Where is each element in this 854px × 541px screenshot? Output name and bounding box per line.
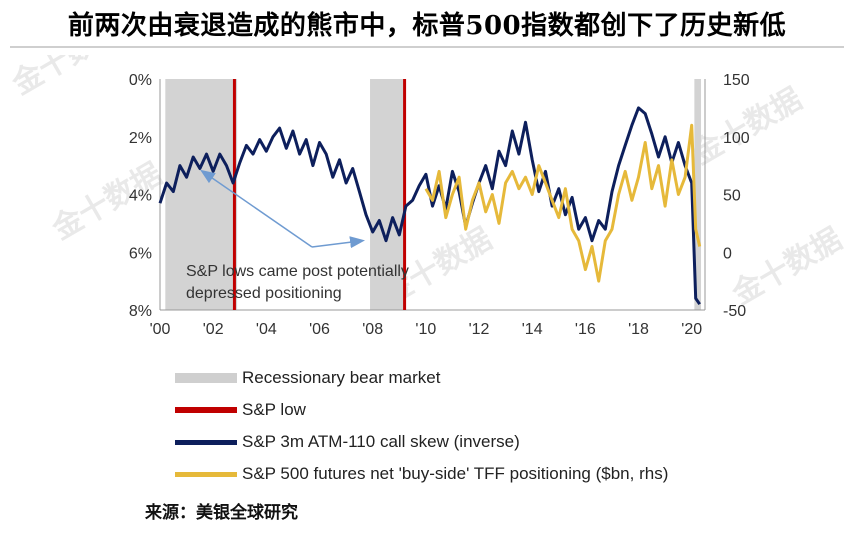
legend-label: S&P 500 futures net 'buy-side' TFF posit… [242, 464, 669, 483]
watermark-text: 金十数据 [726, 222, 848, 313]
annotation: S&P lows came post potentially depressed … [186, 169, 409, 302]
annotation-text: S&P lows came post potentially [186, 263, 409, 280]
y-left-tick-label: 6% [129, 245, 152, 262]
sp-low-lines [232, 79, 407, 310]
legend-item-recession: Recessionary bear market [175, 368, 440, 388]
legend-label: Recessionary bear market [242, 368, 441, 387]
recession-band [370, 79, 405, 310]
y-left-tick-label: 4% [129, 188, 152, 205]
y-left-tick-label: 0% [129, 72, 152, 89]
annotation-arrow [200, 169, 313, 248]
x-tick-label: '20 [681, 321, 702, 338]
tick-labels: '00 '02 '04 '06 '08 '10 '12 '14 '16 '18 '20 0% 2% 4% 6… [129, 72, 750, 338]
legend-label: S&P 3m ATM-110 call skew (inverse) [242, 432, 520, 451]
legend-item-sp-low: S&P low [175, 400, 306, 420]
x-tick-label: '08 [362, 321, 383, 338]
annotation-text: depressed positioning [186, 285, 342, 302]
series-lines [158, 106, 702, 306]
x-tick-label: '10 [415, 321, 436, 338]
x-tick-label: '06 [309, 321, 330, 338]
x-tick-label: '00 [150, 321, 171, 338]
plot-frame [159, 79, 706, 311]
legend-swatch-navy-line [175, 439, 237, 445]
recession-band [165, 79, 238, 310]
x-tick-label: '12 [469, 321, 490, 338]
y-right-tick-label: 0 [723, 245, 732, 262]
legend-swatch-gold-line [175, 471, 237, 477]
legend-label: S&P low [242, 400, 306, 419]
call-skew-line [158, 106, 701, 306]
x-tick-label: '04 [256, 321, 277, 338]
headline-divider [10, 46, 844, 48]
headline: 前两次由衰退造成的熊市中，标普500指数都创下了历史新低 [67, 10, 787, 41]
y-left-tick-label: 2% [129, 130, 152, 147]
recession-bands [165, 79, 702, 310]
watermark-text: 金十数据 [686, 82, 808, 173]
watermark-text: 金十数据 [6, 55, 128, 102]
x-tick-label: '18 [628, 321, 649, 338]
recession-band [694, 79, 702, 310]
x-tick-label: '02 [203, 321, 224, 338]
legend-swatch-red-line [175, 407, 237, 413]
y-left-tick-label: 8% [129, 303, 152, 320]
y-right-tick-label: 50 [723, 188, 741, 205]
legend-item-skew: S&P 3m ATM-110 call skew (inverse) [175, 432, 520, 452]
legend-swatch-band [175, 373, 237, 383]
legend-item-tff: S&P 500 futures net 'buy-side' TFF posit… [175, 464, 668, 484]
y-right-tick-label: 100 [723, 130, 750, 147]
tff-positioning-line [424, 123, 702, 283]
y-right-tick-label: 150 [723, 72, 750, 89]
annotation-arrow [311, 236, 366, 249]
x-tick-label: '14 [522, 321, 543, 338]
y-right-tick-label: -50 [723, 303, 746, 320]
x-tick-label: '16 [575, 321, 596, 338]
source-note: 来源：美银全球研究 [145, 503, 298, 523]
